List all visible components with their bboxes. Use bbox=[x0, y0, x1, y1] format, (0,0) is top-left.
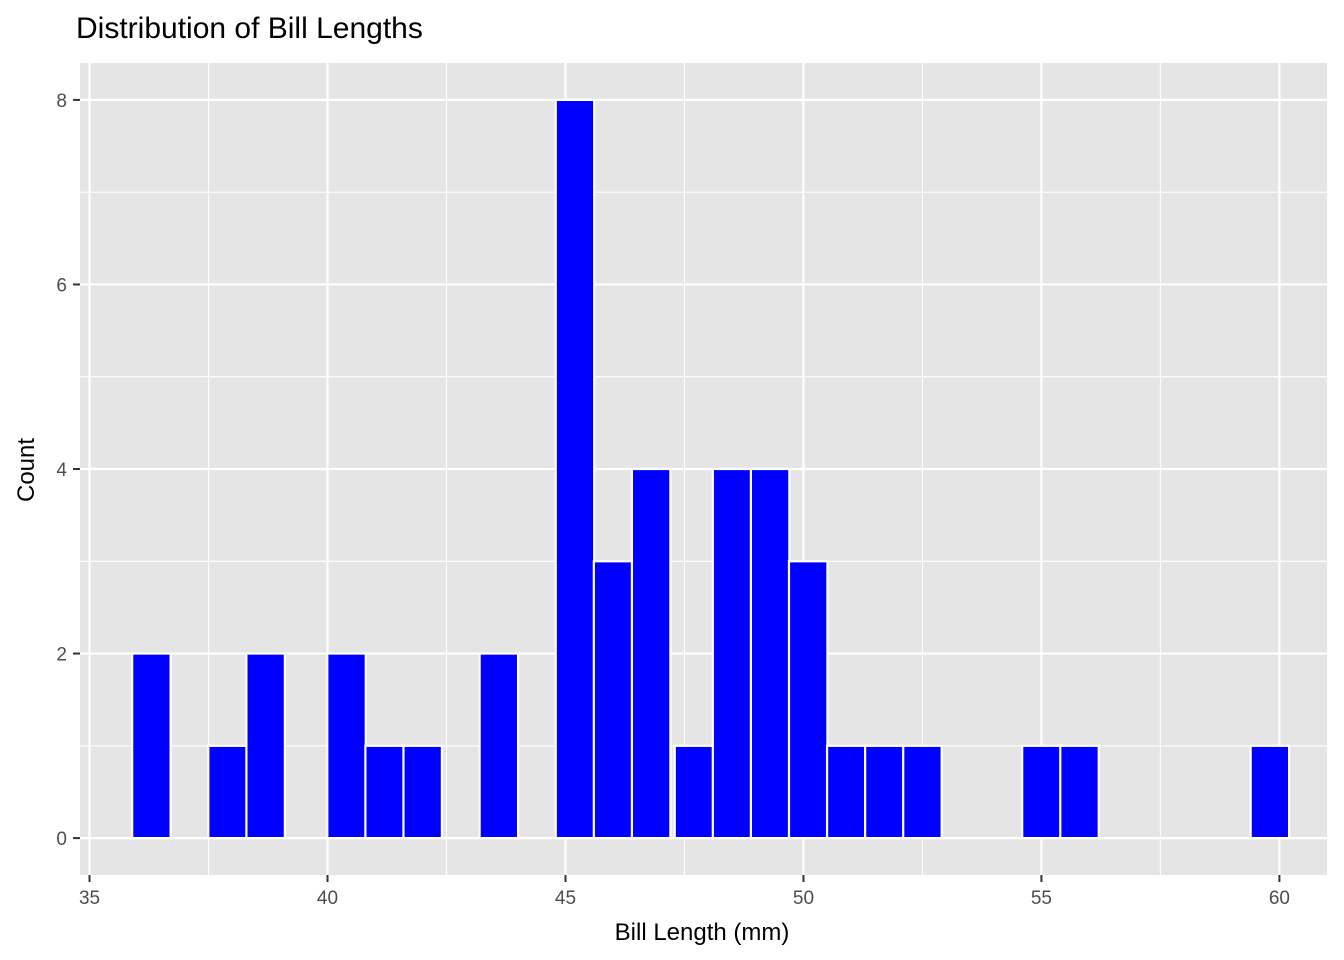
histogram-bar bbox=[825, 744, 867, 840]
histogram-bar bbox=[711, 467, 753, 840]
histogram-bar bbox=[207, 744, 248, 840]
histogram-bar bbox=[1249, 744, 1291, 840]
histogram-bars bbox=[131, 98, 1291, 840]
x-tick-label: 50 bbox=[793, 888, 814, 909]
histogram-bar bbox=[131, 652, 172, 840]
y-tick-label: 6 bbox=[56, 275, 67, 296]
histogram-bar bbox=[364, 744, 405, 840]
histogram-bar bbox=[402, 744, 444, 840]
y-tick-label: 2 bbox=[56, 645, 67, 666]
x-axis: 35 40 45 50 55 60 bbox=[79, 875, 1290, 909]
x-tick-label: 35 bbox=[79, 888, 100, 909]
histogram-bar bbox=[673, 744, 715, 840]
histogram-bar bbox=[1021, 744, 1062, 840]
histogram-bar bbox=[1059, 744, 1100, 840]
y-tick-label: 0 bbox=[56, 829, 67, 850]
histogram-bar bbox=[630, 467, 672, 840]
y-tick-label: 8 bbox=[56, 91, 67, 112]
x-axis-title: Bill Length (mm) bbox=[615, 919, 790, 946]
histogram-bar bbox=[864, 744, 905, 840]
x-tick-label: 60 bbox=[1269, 888, 1290, 909]
histogram-bar bbox=[245, 652, 286, 840]
histogram-bar bbox=[902, 744, 943, 840]
y-axis: 0 2 4 6 8 bbox=[56, 91, 80, 850]
histogram-bar bbox=[326, 652, 367, 840]
histogram-bar bbox=[749, 467, 791, 840]
x-tick-label: 55 bbox=[1031, 888, 1052, 909]
histogram-bar bbox=[478, 652, 520, 840]
x-tick-label: 40 bbox=[317, 888, 338, 909]
y-tick-label: 4 bbox=[56, 460, 67, 481]
histogram-bar bbox=[554, 98, 596, 840]
x-tick-label: 45 bbox=[555, 888, 576, 909]
chart-title: Distribution of Bill Lengths bbox=[76, 12, 423, 45]
y-axis-title: Count bbox=[13, 438, 40, 502]
histogram-bar bbox=[787, 560, 829, 840]
histogram-bar bbox=[592, 560, 634, 840]
